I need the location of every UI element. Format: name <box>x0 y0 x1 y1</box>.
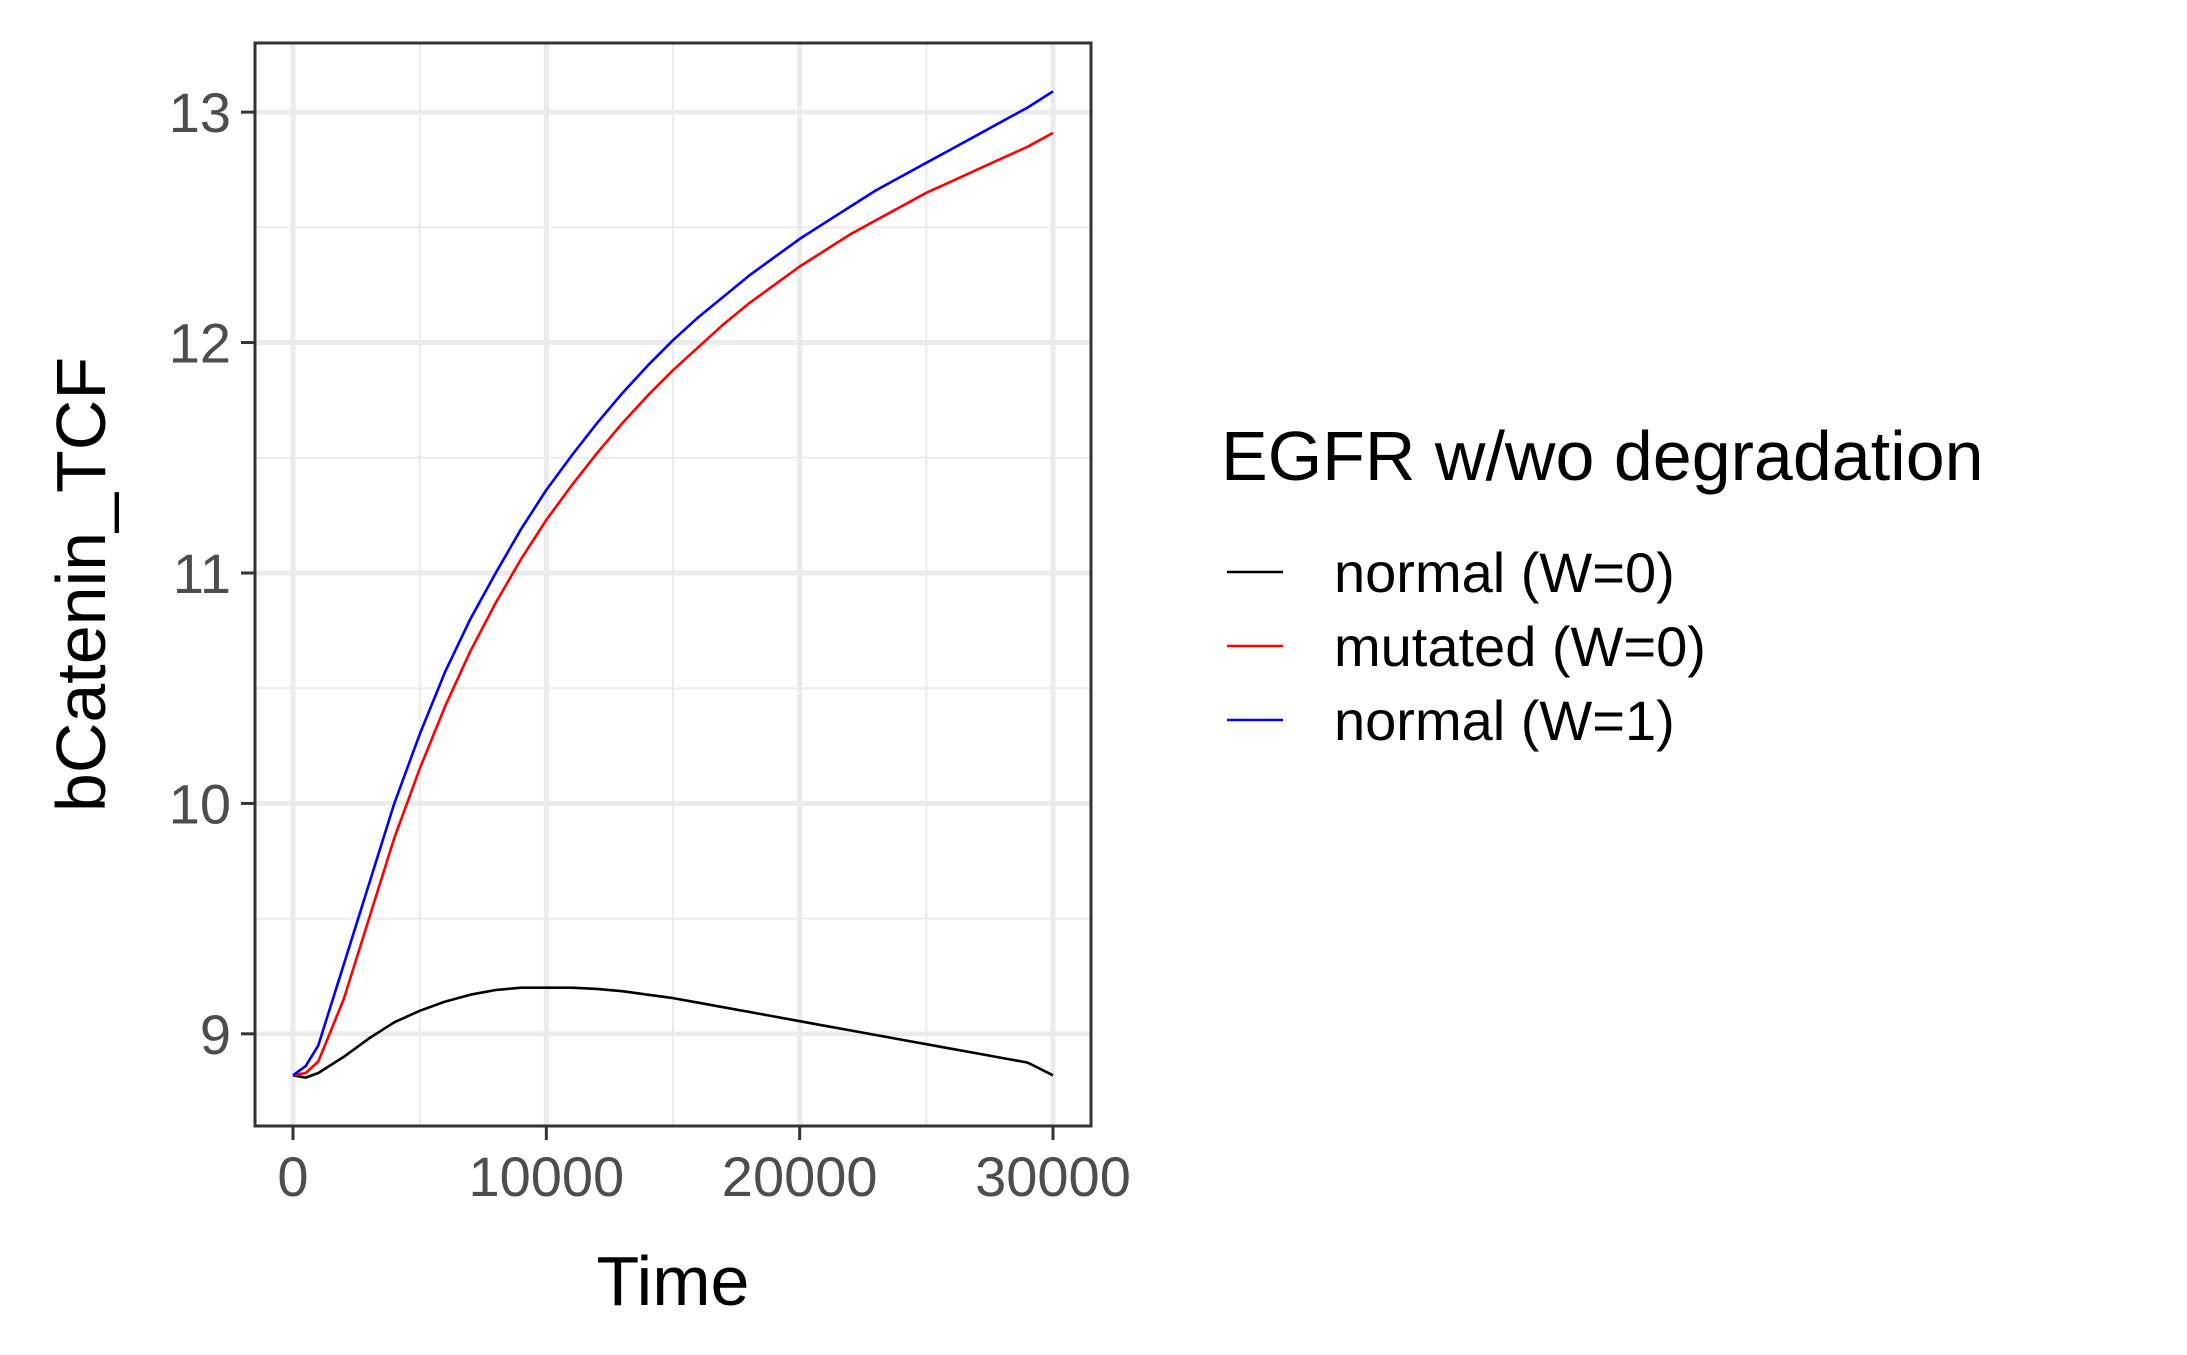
legend-label-0: normal (W=0) <box>1334 541 1675 604</box>
series-line-0 <box>292 986 1054 1079</box>
legend: EGFR w/wo degradation normal (W=0) mutate… <box>1221 417 1984 752</box>
y-tick-label: 11 <box>173 542 231 605</box>
x-tick-label: 0 <box>277 1145 308 1208</box>
legend-label-1: mutated (W=0) <box>1334 615 1706 678</box>
y-tick-label: 13 <box>169 81 231 144</box>
y-tick-label: 10 <box>169 772 231 835</box>
x-axis: 0 10000 20000 30000 <box>277 1126 1131 1208</box>
legend-label-2: normal (W=1) <box>1334 689 1675 752</box>
x-axis-title: Time <box>597 1242 750 1320</box>
x-tick-label: 10000 <box>468 1145 624 1208</box>
legend-title: EGFR w/wo degradation <box>1221 417 1984 495</box>
y-axis-title: bCatenin_TCF <box>42 357 120 812</box>
legend-items: normal (W=0) mutated (W=0) normal (W=1) <box>1227 541 1706 752</box>
y-tick-label: 12 <box>169 312 231 375</box>
series-line-1 <box>292 131 1054 1077</box>
minor-grid <box>255 43 1091 1126</box>
series-layer <box>292 90 1054 1079</box>
panel-border <box>253 41 1093 1128</box>
y-tick-label: 9 <box>200 1003 231 1066</box>
y-axis: 9 10 11 12 13 <box>169 81 255 1066</box>
x-tick-label: 20000 <box>722 1145 878 1208</box>
x-tick-label: 30000 <box>975 1145 1131 1208</box>
series-line-2 <box>292 90 1054 1077</box>
major-grid <box>255 43 1091 1126</box>
